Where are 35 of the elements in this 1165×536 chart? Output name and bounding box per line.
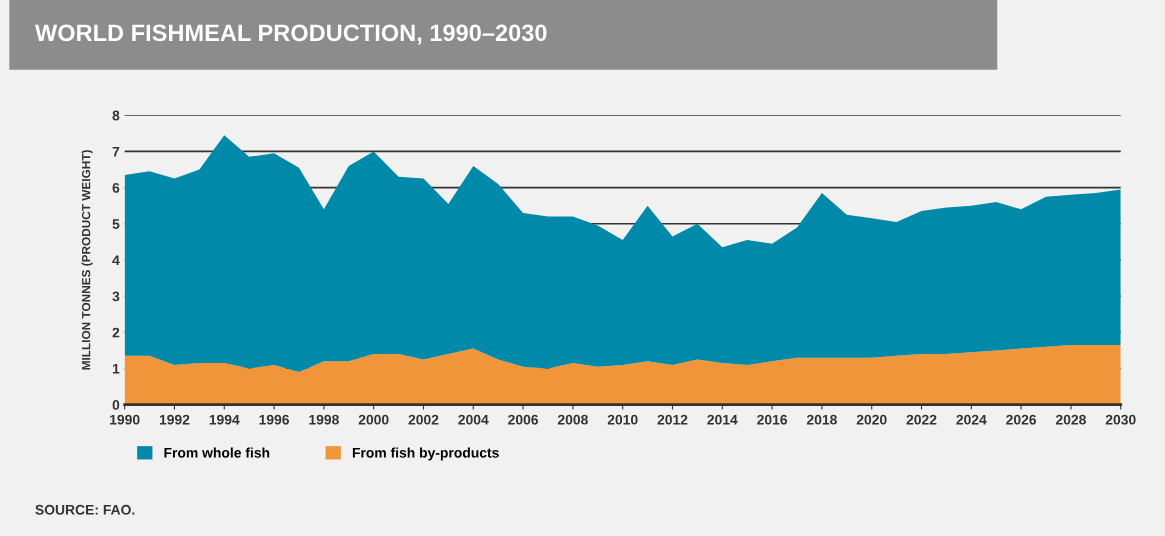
chart-title: WORLD FISHMEAL PRODUCTION, 1990–2030 (34, 24, 547, 45)
y-tick-label: 8 (112, 110, 120, 121)
x-tick-label: 1998 (309, 414, 339, 425)
x-tick-label: 1996 (259, 414, 290, 425)
y-tick-label: 4 (112, 255, 120, 265)
x-tick-label: 1994 (209, 414, 240, 425)
x-tick-label: 2026 (1006, 414, 1037, 425)
x-tick-label: 2008 (557, 414, 588, 425)
x-tick-label: 2024 (956, 414, 987, 425)
x-tick-label: 2018 (806, 414, 837, 425)
y-tick-label: 7 (112, 146, 120, 157)
x-tick-label: 2010 (607, 414, 638, 425)
y-tick-label: 2 (112, 327, 120, 338)
x-tick-label: 2030 (1105, 414, 1136, 425)
x-tick-label: 2022 (906, 414, 937, 425)
legend-label: From fish by-products (352, 447, 499, 461)
x-tick-label: 1992 (159, 414, 190, 425)
x-tick-label: 1990 (110, 414, 140, 425)
y-tick-label: 5 (112, 219, 120, 229)
x-tick-label: 2020 (856, 414, 887, 425)
x-tick-label: 2006 (508, 414, 539, 425)
x-tick-label: 2000 (358, 414, 389, 425)
x-tick-label: 2012 (657, 414, 688, 425)
source-note: SOURCE: FAO. (35, 504, 135, 515)
y-tick-label: 6 (112, 182, 120, 193)
y-axis-title: MILLION TONNES (PRODUCT WEIGHT) (81, 150, 93, 370)
x-tick-label: 2028 (1055, 414, 1086, 425)
x-tick-label: 2004 (458, 414, 489, 425)
y-tick-label: 1 (112, 363, 120, 374)
y-tick-label: 3 (112, 291, 120, 302)
y-tick-label: 0 (112, 400, 120, 410)
x-tick-label: 2002 (408, 414, 439, 425)
x-tick-label: 2014 (707, 414, 738, 425)
x-tick-label: 2016 (757, 414, 788, 425)
legend-label: From whole fish (164, 447, 270, 458)
